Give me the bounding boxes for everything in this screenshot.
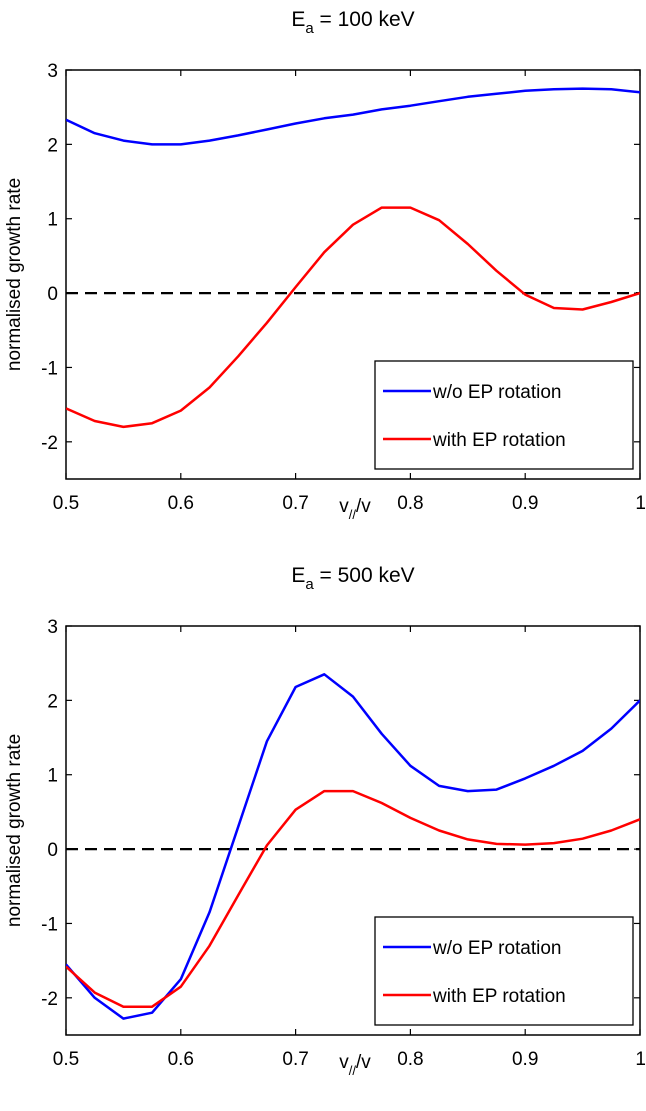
- legend-entry-label: w/o EP rotation: [432, 938, 562, 959]
- x-tick-label: 0.5: [53, 1049, 79, 1070]
- legend-box: [374, 360, 634, 470]
- series-line-with-ep-rotation: [66, 789, 640, 1008]
- y-tick-label: 1: [47, 766, 58, 787]
- x-axis-label: v///v: [339, 496, 371, 522]
- y-tick-label: 3: [47, 617, 58, 638]
- legend-entry-label: w/o EP rotation: [432, 382, 562, 403]
- y-tick-label: 1: [47, 210, 58, 231]
- x-axis-label: v///v: [339, 1052, 371, 1078]
- y-tick-label: -1: [41, 358, 58, 379]
- x-tick-label: 1: [635, 1049, 646, 1070]
- x-tick-label: 0.6: [168, 1049, 194, 1070]
- x-tick-label: 1: [635, 493, 646, 514]
- y-tick-label: -2: [41, 433, 58, 454]
- chart-panel-bottom: Ea = 500 keV -2 -1 0 1 2 3 0.5 0.6 0.7 0.8 0.9 1 v///…: [0, 556, 646, 1111]
- y-tick-label: -2: [41, 989, 58, 1010]
- y-axis-label: normalised growth rate: [4, 178, 25, 371]
- legend: w/o EP rotation with EP rotation: [374, 916, 634, 1026]
- y-tick-label: 0: [47, 840, 58, 861]
- y-tick-label: 0: [47, 284, 58, 305]
- series-line-with-ep-rotation: [66, 206, 640, 429]
- line-chart: Ea = 100 keV -2 -1 0 1 2 3 0.5 0.6 0.7 0.8 0.9 1 v///…: [4, 8, 646, 522]
- chart-title: Ea = 100 keV: [291, 8, 414, 37]
- y-axis-label: normalised growth rate: [4, 734, 25, 927]
- legend-box: [374, 916, 634, 1026]
- legend-entry-label: with EP rotation: [432, 986, 566, 1007]
- chart-panel-top: Ea = 100 keV -2 -1 0 1 2 3 0.5 0.6 0.7 0.8 0.9 1 v///…: [0, 0, 646, 555]
- chart-title: Ea = 500 keV: [291, 564, 414, 593]
- x-tick-label: 0.8: [397, 1049, 423, 1070]
- x-tick-label: 0.6: [168, 493, 194, 514]
- y-tick-label: -1: [41, 914, 58, 935]
- x-tick-label: 0.7: [282, 493, 308, 514]
- y-tick-label: 3: [47, 61, 58, 82]
- x-tick-label: 0.9: [512, 1049, 538, 1070]
- x-tick-label: 0.5: [53, 493, 79, 514]
- x-tick-label: 0.9: [512, 493, 538, 514]
- x-tick-label: 0.7: [282, 1049, 308, 1070]
- y-tick-label: 2: [47, 691, 58, 712]
- line-chart: Ea = 500 keV -2 -1 0 1 2 3 0.5 0.6 0.7 0.8 0.9 1 v///…: [4, 564, 646, 1078]
- series-line-without-ep-rotation: [66, 87, 640, 146]
- y-tick-label: 2: [47, 135, 58, 156]
- x-tick-label: 0.8: [397, 493, 423, 514]
- legend-entry-label: with EP rotation: [432, 430, 566, 451]
- legend: w/o EP rotation with EP rotation: [374, 360, 634, 470]
